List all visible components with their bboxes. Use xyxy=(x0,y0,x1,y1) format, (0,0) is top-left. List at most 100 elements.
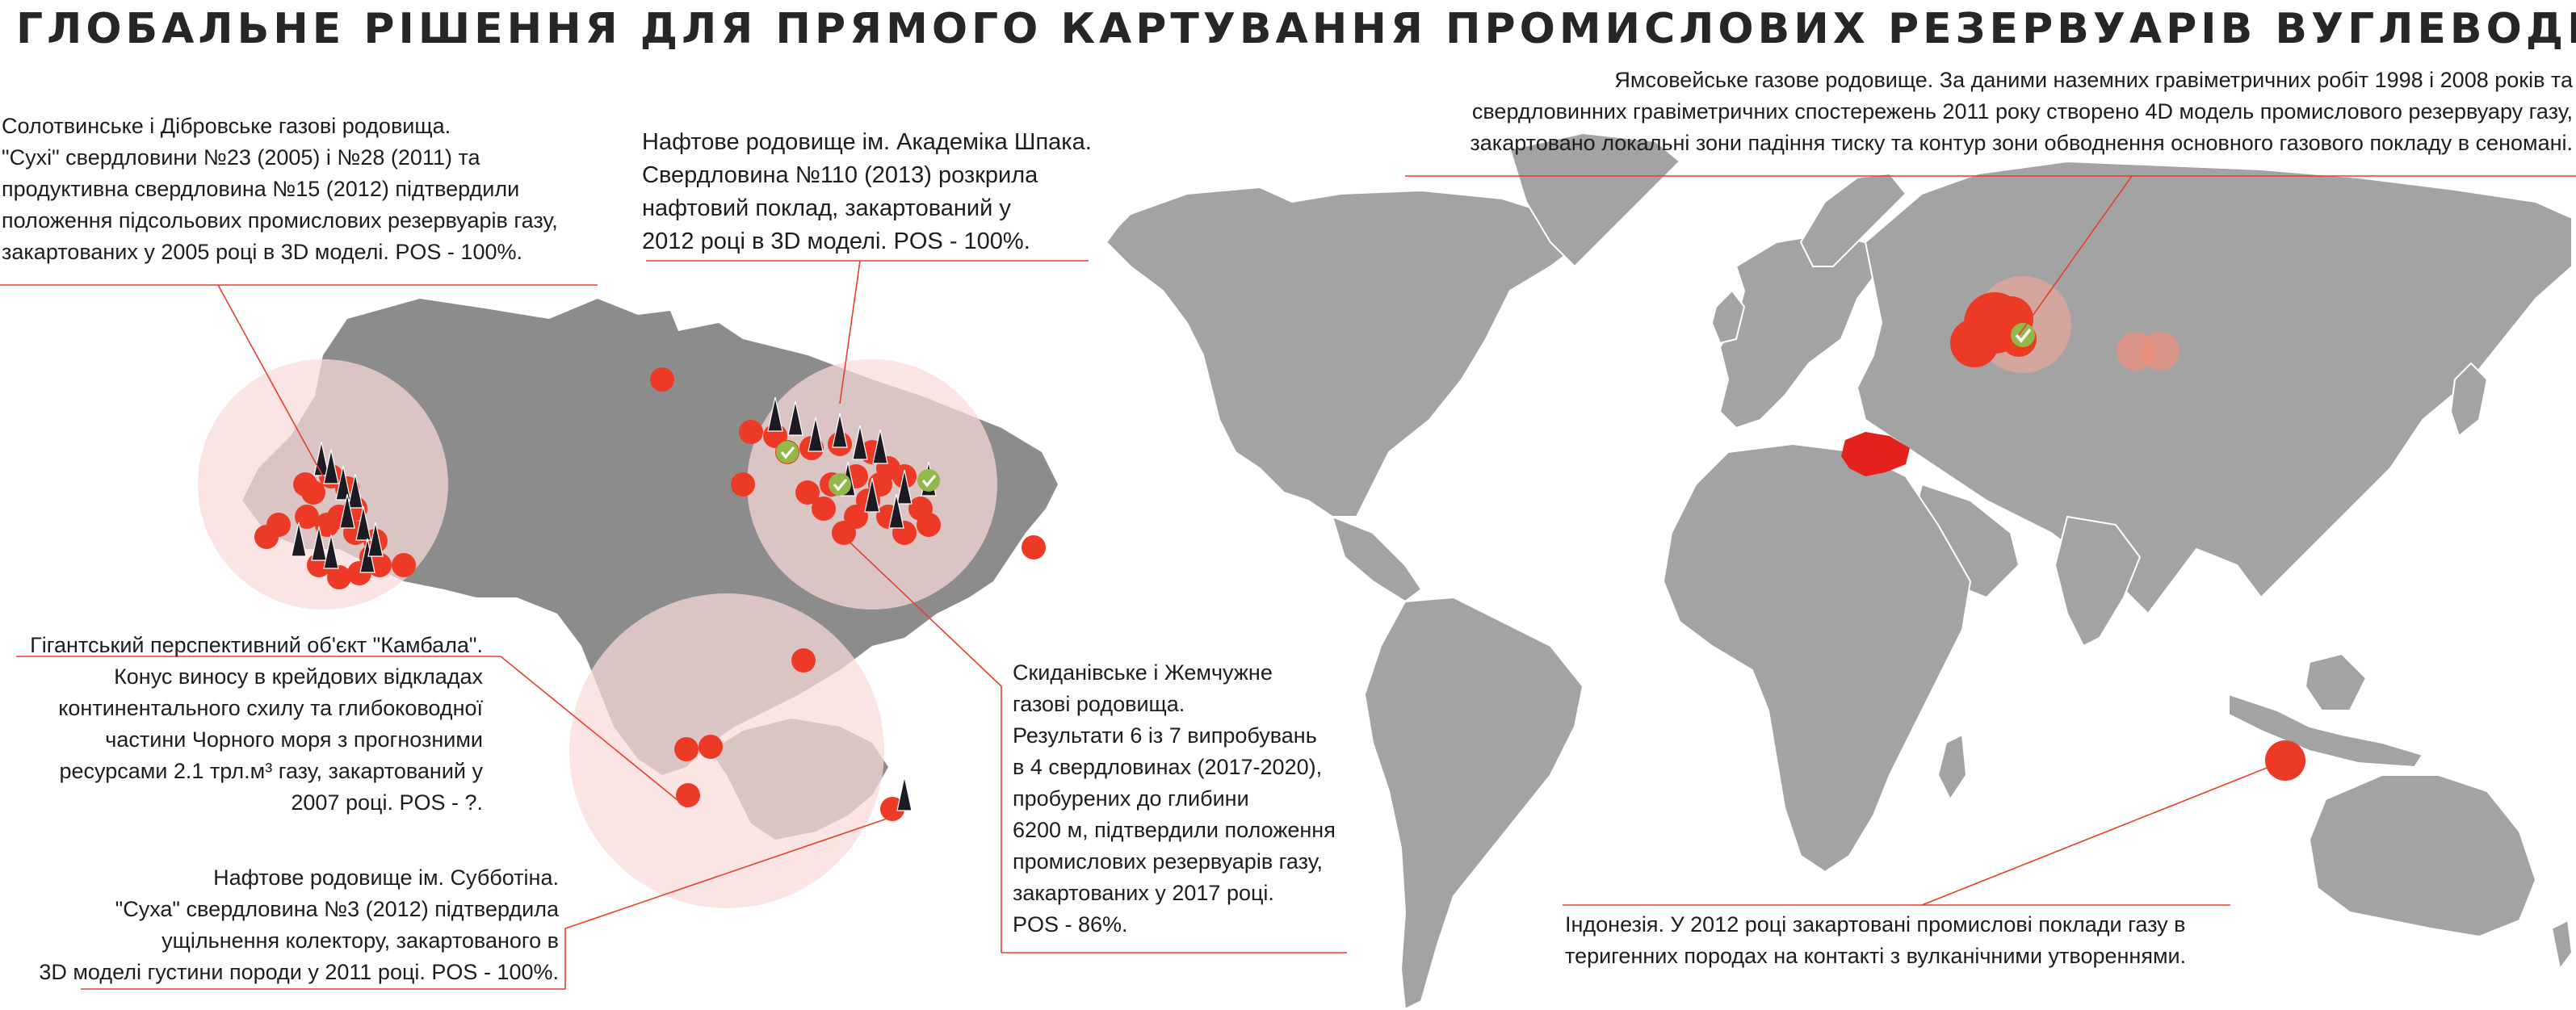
indonesia-landmass xyxy=(2228,693,2424,769)
annotation-line: "Сухі" свердловини №23 (2005) і №28 (201… xyxy=(2,145,480,170)
well-point xyxy=(812,497,836,521)
well-derrick-icon xyxy=(311,526,327,561)
well-point xyxy=(327,565,351,589)
annotation-line: ущільнення колектору, закартованого в xyxy=(162,928,559,953)
annotation-line: Свердловина №110 (2013) розкрила xyxy=(642,162,1038,188)
well-derrick-icon xyxy=(852,425,868,460)
annotation-kambala: Гігантський перспективний об'єкт "Камбал… xyxy=(30,630,483,819)
well-point xyxy=(791,648,816,673)
annotation-line: положення підсольових промислових резерв… xyxy=(2,208,558,233)
scandinavia-landmass xyxy=(1799,172,1907,267)
well-point xyxy=(254,525,279,549)
check-mark-icon xyxy=(917,469,940,492)
annotation-line: частини Чорного моря з прогнозними xyxy=(105,727,483,752)
well-point xyxy=(301,480,325,505)
well-derrick-icon xyxy=(339,493,355,529)
annotation-line: промислових резервуарів газу, xyxy=(1013,849,1324,874)
well-derrick-icon xyxy=(872,429,888,464)
annotation-line: POS - 86%. xyxy=(1013,912,1128,937)
well-derrick-icon xyxy=(347,473,363,509)
annotation-line: теригенних породах на контакті з вулкані… xyxy=(1565,944,2187,968)
annotation-subbotina: Нафтове родовище ім. Субботіна. "Суха" св… xyxy=(39,862,559,988)
annotation-line: 6200 м, підтвердили положення xyxy=(1013,818,1336,842)
annotation-line: Скиданівське і Жемчужне xyxy=(1013,660,1273,685)
greenland-landmass xyxy=(1508,132,1681,268)
well-derrick-icon xyxy=(896,469,913,505)
well-derrick-icon xyxy=(832,413,848,448)
well-derrick-icon xyxy=(787,400,803,436)
annotation-line: свердловинних гравіметричних спостережен… xyxy=(1471,99,2573,124)
british-isles-landmass xyxy=(1710,289,1746,345)
well-derrick-icon xyxy=(808,417,824,452)
annotation-shpak: Нафтове родовище ім. Академіка Шпака. Све… xyxy=(642,126,1092,258)
well-point xyxy=(650,367,674,392)
india-landmass xyxy=(2054,515,2142,647)
annotation-line: Результати 6 із 7 випробувань xyxy=(1013,723,1317,748)
well-derrick-icon xyxy=(323,449,339,484)
annotation-line: продуктивна свердловина №15 (2012) підтв… xyxy=(2,177,520,201)
annotation-line: 3D моделі густини породи у 2011 році. PO… xyxy=(39,960,559,984)
well-derrick-icon xyxy=(888,493,904,529)
annotation-line: континентального схилу та глибоководної xyxy=(58,696,483,720)
well-point xyxy=(832,521,856,545)
annotation-line: ресурсами 2.1 трл.м³ газу, закартований … xyxy=(59,759,483,783)
well-point xyxy=(731,472,755,497)
annotation-yamsovey: Ямсовейське газове родовище. За даними н… xyxy=(1470,65,2573,159)
annotation-line: Солотвинське і Дібровське газові родовищ… xyxy=(2,114,451,138)
annotation-solotvynske: Солотвинське і Дібровське газові родовищ… xyxy=(2,111,558,268)
annotation-line: Гігантський перспективний об'єкт "Камбал… xyxy=(30,633,483,657)
annotation-line: закартовано локальні зони падіння тиску … xyxy=(1470,131,2573,155)
annotation-line: Нафтове родовище ім. Академіка Шпака. xyxy=(642,129,1092,155)
north-america-landmass xyxy=(1105,186,1584,518)
well-derrick-icon xyxy=(335,465,351,501)
well-derrick-icon xyxy=(896,776,913,811)
yamsovey-point xyxy=(1950,319,1999,367)
annotation-line: "Суха" свердловина №3 (2012) підтвердила xyxy=(115,897,559,921)
madagascar-landmass xyxy=(1936,733,1968,801)
well-point xyxy=(917,513,941,537)
well-derrick-icon xyxy=(367,522,384,557)
well-point xyxy=(1022,535,1046,559)
well-point xyxy=(315,513,339,537)
australia-landmass xyxy=(2308,774,2537,938)
well-derrick-icon xyxy=(323,534,339,569)
annotation-line: закартованих у 2005 році в 3D моделі. PO… xyxy=(2,240,522,264)
well-point xyxy=(295,505,319,529)
well-point xyxy=(739,420,763,444)
japan-landmass xyxy=(2449,362,2489,438)
annotation-line: Нафтове родовище ім. Субботіна. xyxy=(213,865,559,890)
well-point xyxy=(699,735,723,759)
africa-landmass xyxy=(1662,442,1972,874)
check-mark-icon xyxy=(921,474,937,488)
annotation-line: Ямсовейське газове родовище. За даними н… xyxy=(1614,68,2573,92)
annotation-line: Конус виносу в крейдових відкладах xyxy=(114,664,483,689)
central-america-landmass xyxy=(1331,515,1423,603)
well-derricks xyxy=(291,396,937,811)
new-zealand-landmass xyxy=(2550,919,2574,971)
well-point xyxy=(674,737,699,761)
annotation-line: 2012 році в 3D моделі. POS - 100%. xyxy=(642,228,1030,254)
check-mark-icon xyxy=(829,473,851,496)
success-markers xyxy=(776,441,940,496)
ukraine-on-world-map xyxy=(1841,432,1910,476)
annotation-indonesia: Індонезія. У 2012 році закартовані проми… xyxy=(1565,909,2186,972)
borneo-landmass xyxy=(2304,652,2368,711)
annotation-line: закартованих у 2017 році. xyxy=(1013,881,1274,905)
well-point xyxy=(795,480,820,505)
east-siberia-point xyxy=(2141,332,2180,371)
annotation-skydanivske: Скиданівське і Жемчужне газові родовища. Р… xyxy=(1013,657,1336,941)
south-america-landmass xyxy=(1363,596,1584,1010)
page-title: ГЛОБАЛЬНЕ РІШЕННЯ ДЛЯ ПРЯМОГО КАРТУВАННЯ… xyxy=(16,5,2576,53)
annotation-line: в 4 свердловинах (2017-2020), xyxy=(1013,755,1323,779)
check-mark-icon xyxy=(780,446,795,459)
check-mark-icon xyxy=(776,441,799,463)
well-point xyxy=(392,553,416,577)
well-derrick-icon xyxy=(355,505,371,541)
world-map xyxy=(1105,132,2574,1010)
annotation-line: пробурених до глибини xyxy=(1013,786,1249,811)
well-derrick-icon xyxy=(767,396,783,432)
check-mark-icon xyxy=(2011,323,2035,347)
leader-lines xyxy=(0,175,2576,990)
well-point xyxy=(676,783,700,807)
